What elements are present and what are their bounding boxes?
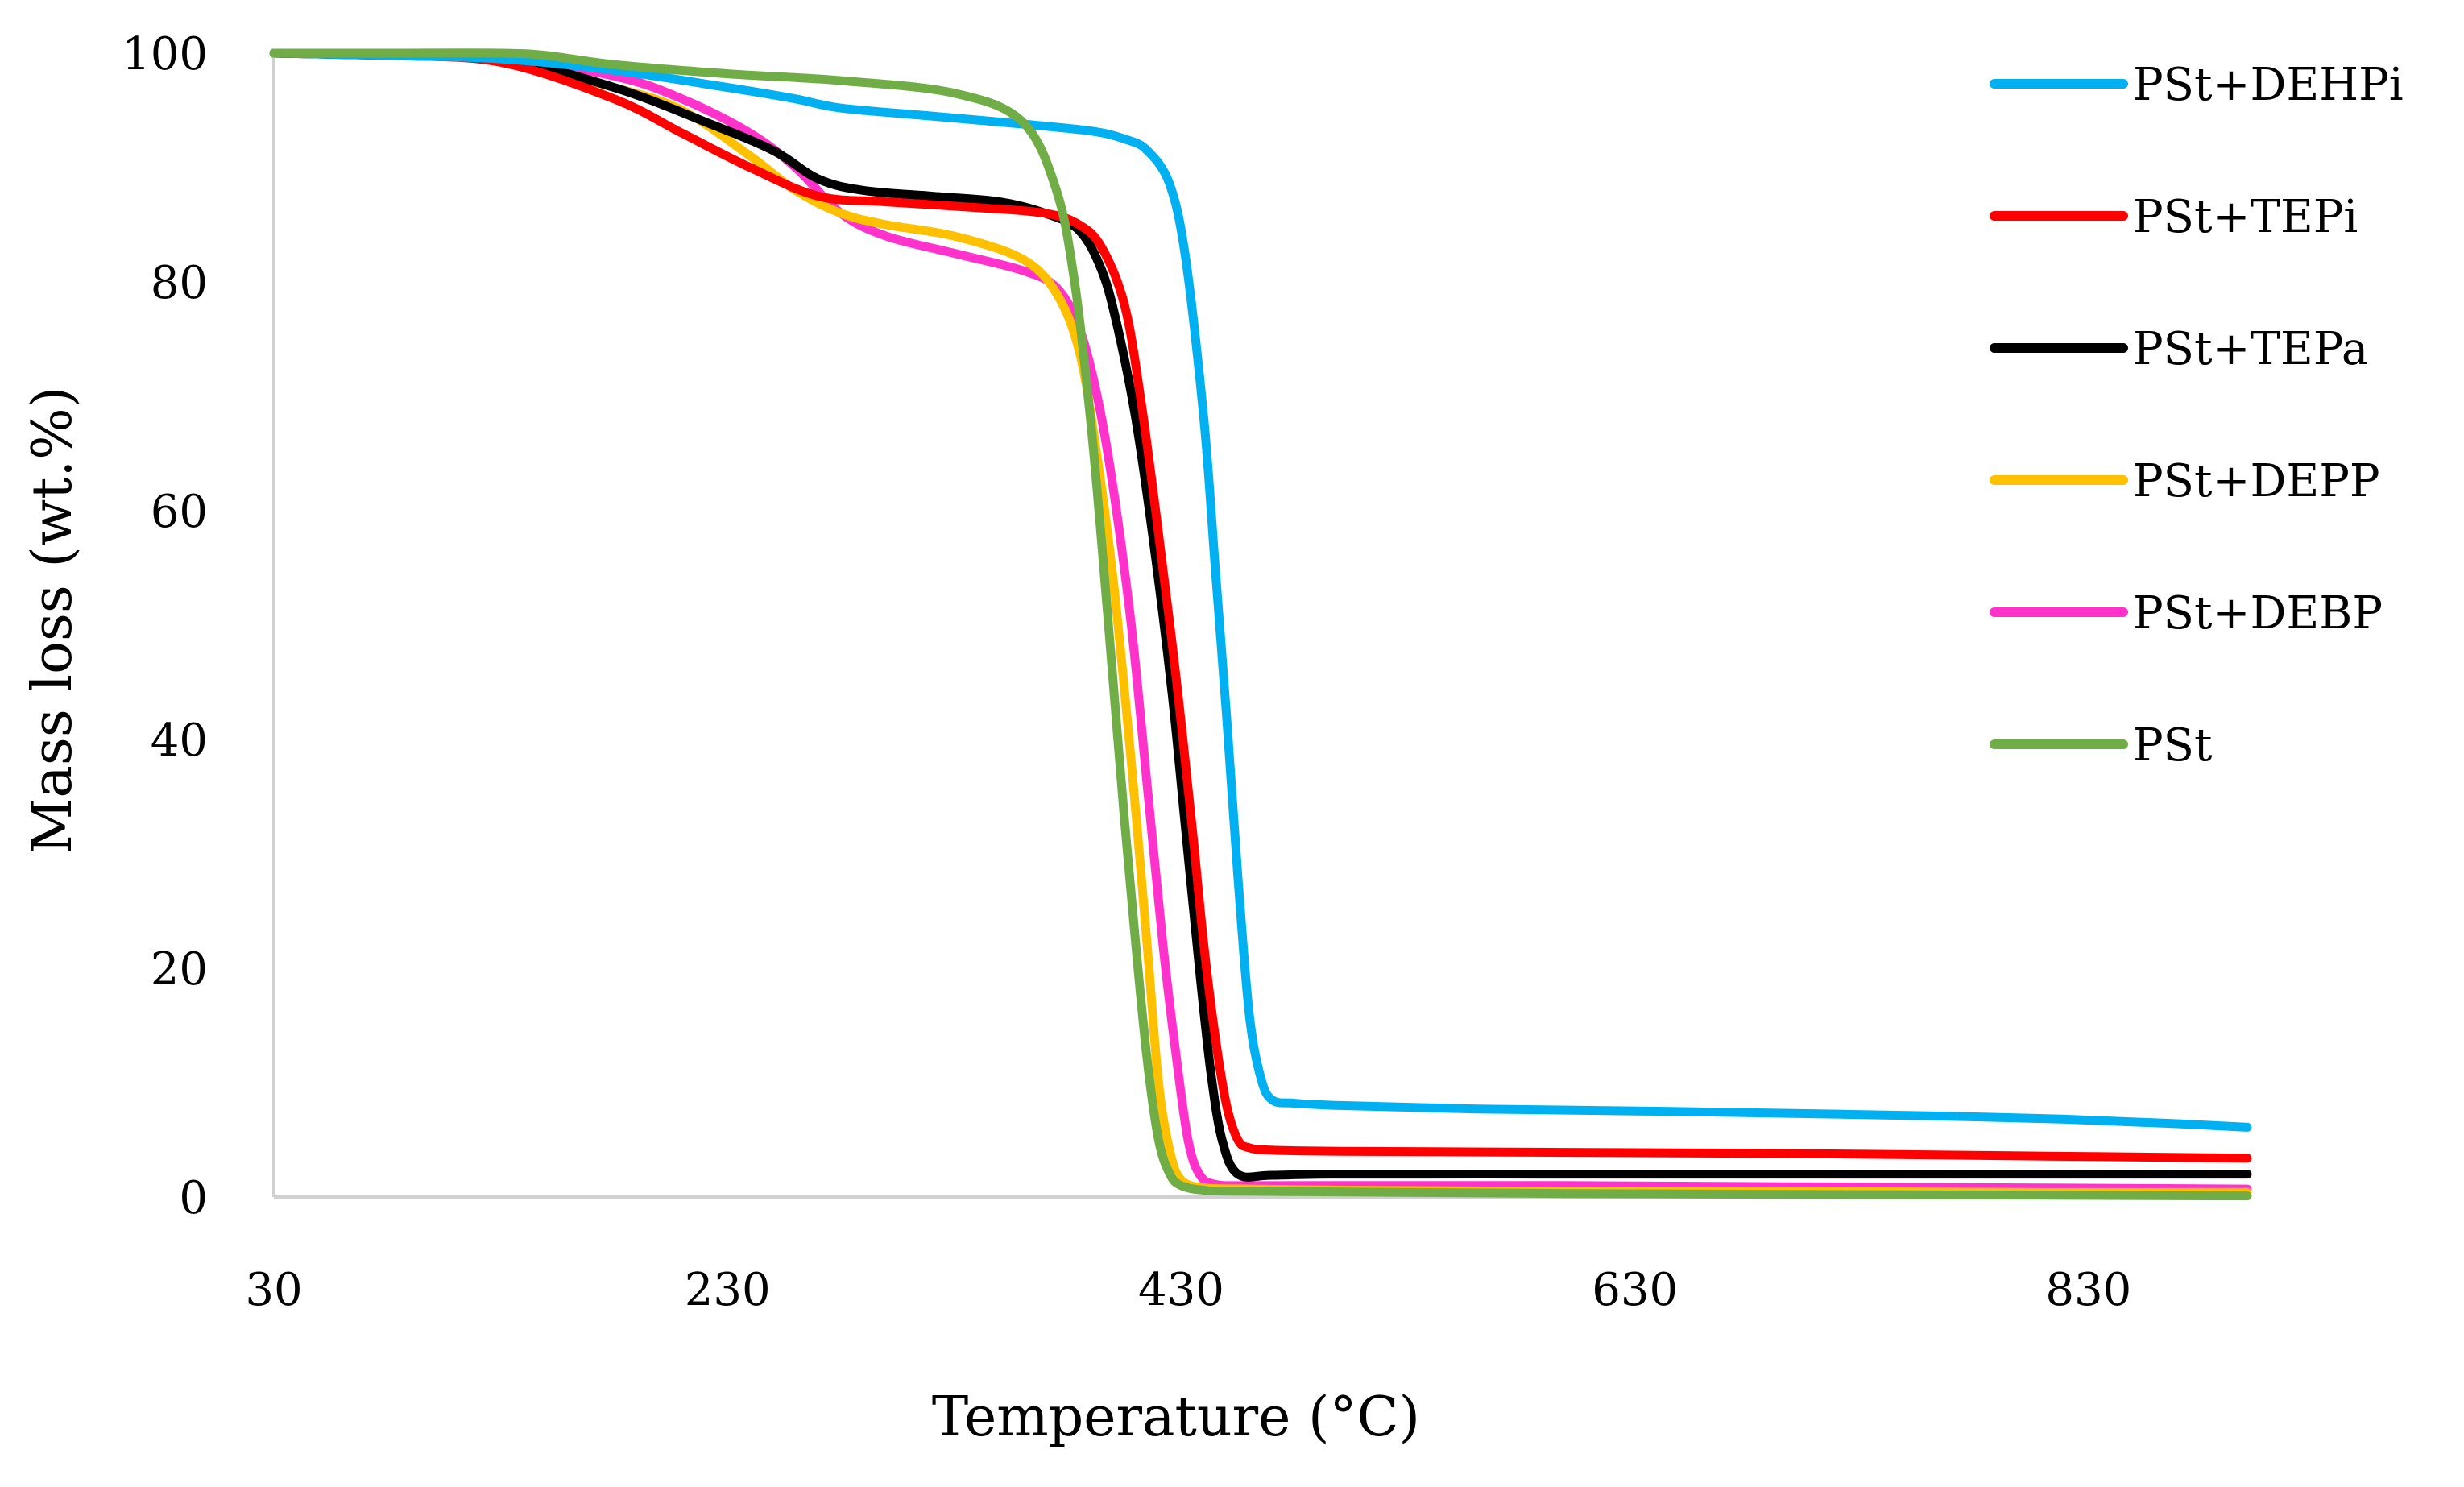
legend-label: PSt (2133, 719, 2213, 772)
x-tick-label: 230 (685, 1264, 771, 1316)
legend-label: PSt+TEPi (2133, 191, 2358, 243)
x-tick-label: 830 (2045, 1264, 2131, 1316)
series-line-pst-debp (269, 48, 2252, 1194)
series-line-pst-depp (269, 48, 2252, 1197)
series-line-pst-dehpi (269, 48, 2252, 1132)
legend-label: PSt+DEBP (2133, 587, 2383, 640)
legend-label: PSt+TEPa (2133, 323, 2368, 375)
y-tick-label: 100 (122, 28, 208, 81)
y-tick-label: 80 (151, 257, 208, 309)
legend: PSt+DEHPi PSt+TEPi PSt+TEPa PSt+DEPP PSt+DEB… (1990, 59, 2404, 772)
x-tick-labels: 30 230 430 630 830 (245, 1264, 2131, 1316)
x-tick-label: 430 (1138, 1264, 1224, 1316)
series-line-pst (269, 48, 2252, 1201)
x-tick-label: 30 (245, 1264, 302, 1316)
y-tick-label: 40 (151, 715, 208, 767)
y-axis-title: Mass loss (wt.%) (21, 387, 85, 855)
legend-label: PSt+DEPP (2133, 455, 2380, 507)
y-tick-label: 60 (151, 486, 208, 538)
series-line-pst-tepa (269, 48, 2252, 1182)
x-axis-title: Temperature (°C) (932, 1386, 1420, 1449)
series-lines (269, 48, 2252, 1201)
y-tick-label: 0 (179, 1172, 208, 1224)
y-tick-labels: 0 20 40 60 80 100 (122, 28, 208, 1224)
legend-label: PSt+DEHPi (2133, 59, 2404, 111)
x-tick-label: 630 (1592, 1264, 1678, 1316)
y-tick-label: 20 (151, 943, 208, 996)
series-line-pst-tepi (269, 48, 2252, 1163)
